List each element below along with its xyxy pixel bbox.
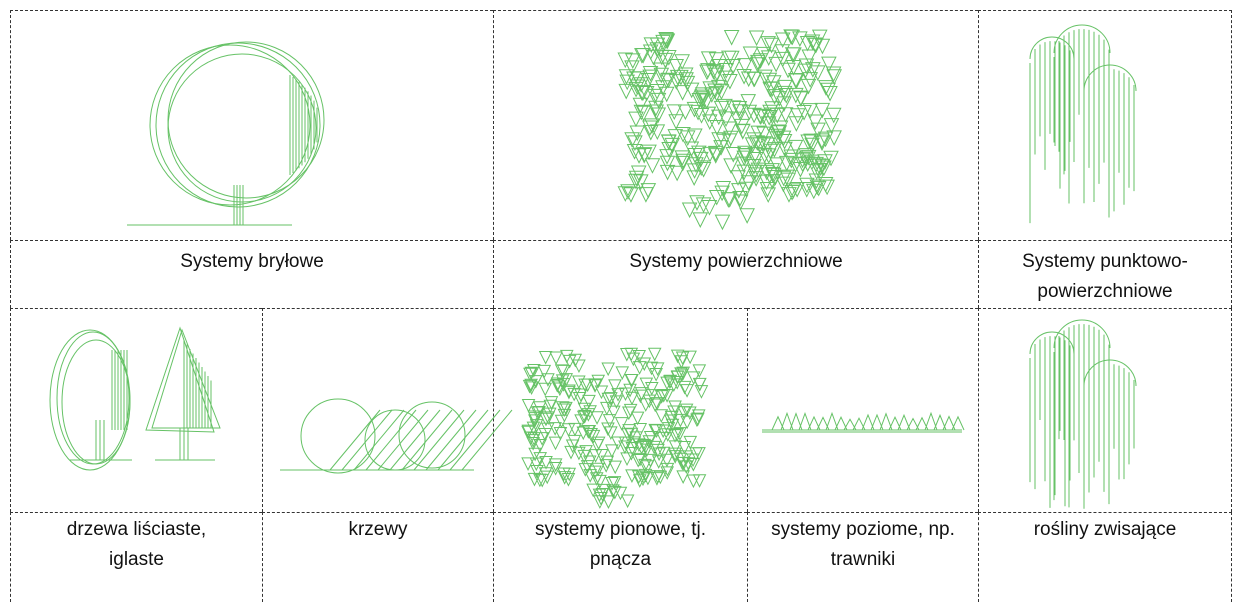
tree-crown	[167, 53, 317, 203]
shrub	[398, 401, 466, 469]
image-cell	[262, 308, 493, 512]
weeping-crown	[1083, 64, 1137, 92]
stroke	[377, 409, 429, 471]
label: systemy poziome, np. trawniki	[747, 512, 978, 602]
stroke	[353, 409, 405, 471]
image-cell	[10, 308, 262, 512]
label: Systemy bryłowe	[10, 240, 493, 308]
shrub	[300, 398, 376, 474]
image-cell	[493, 10, 978, 240]
stroke	[461, 409, 513, 471]
grass	[771, 411, 965, 431]
tree-crown	[149, 44, 311, 206]
stroke	[401, 409, 453, 471]
conifer	[145, 326, 221, 433]
weeping-crown	[1053, 24, 1111, 54]
stroke	[365, 409, 417, 471]
label: Systemy powierzchniowe	[493, 240, 978, 308]
weeping-crown	[1083, 359, 1137, 387]
stroke	[389, 409, 441, 471]
weeping-crown	[1029, 331, 1075, 355]
tree-crown	[155, 42, 321, 208]
label: systemy pionowe, tj. pnącza	[493, 512, 747, 602]
stroke	[449, 409, 501, 471]
tree-crown	[61, 339, 131, 465]
label: drzewa liściaste, iglaste	[10, 512, 262, 602]
weeping-crown	[1029, 36, 1075, 60]
image-cell	[978, 10, 1232, 240]
image-cell	[747, 308, 978, 512]
image-cell	[978, 308, 1232, 512]
image-cell	[10, 10, 493, 240]
weeping-crown	[1053, 319, 1111, 349]
image-cell	[493, 308, 747, 512]
tree-crown	[167, 41, 325, 199]
label: rośliny zwisające	[978, 512, 1232, 602]
stroke	[341, 409, 393, 471]
stroke	[425, 409, 477, 471]
stroke	[437, 409, 489, 471]
label: krzewy	[262, 512, 493, 602]
label: Systemy punktowo-powierzchniowe	[978, 240, 1232, 308]
stroke	[413, 409, 465, 471]
stroke	[329, 409, 381, 471]
triangle-cluster	[617, 29, 843, 231]
triangle-cluster	[521, 347, 709, 509]
